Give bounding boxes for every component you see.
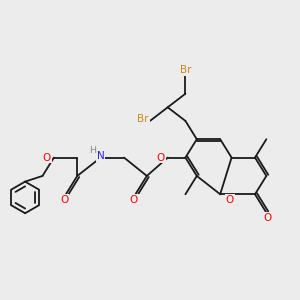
Text: Br: Br (180, 65, 191, 75)
Text: O: O (43, 153, 51, 163)
Text: O: O (130, 195, 138, 205)
Text: O: O (226, 195, 234, 205)
Text: O: O (60, 195, 68, 205)
Text: Br: Br (137, 114, 149, 124)
Text: O: O (264, 213, 272, 223)
Text: O: O (157, 153, 165, 163)
Text: H: H (89, 146, 96, 155)
Text: N: N (97, 151, 104, 161)
